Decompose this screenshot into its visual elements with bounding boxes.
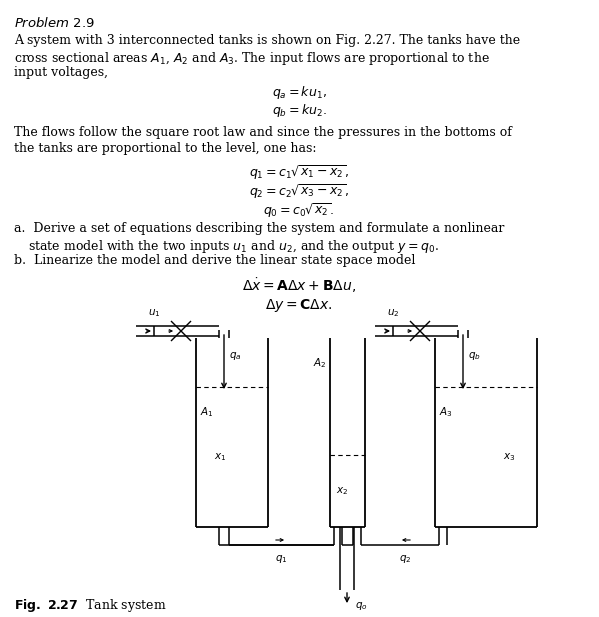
Text: $\Delta\dot{x} = \mathbf{A}\Delta x + \mathbf{B}\Delta u,$: $\Delta\dot{x} = \mathbf{A}\Delta x + \m…: [242, 276, 356, 295]
Text: input voltages,: input voltages,: [14, 66, 108, 79]
Text: A system with 3 interconnected tanks is shown on Fig. 2.27. The tanks have the: A system with 3 interconnected tanks is …: [14, 34, 520, 47]
Text: $x_2$: $x_2$: [336, 485, 348, 497]
Text: $q_1$: $q_1$: [275, 553, 288, 565]
Text: $\Delta y = \mathbf{C}\Delta x.$: $\Delta y = \mathbf{C}\Delta x.$: [265, 297, 333, 314]
Text: $A_2$: $A_2$: [313, 356, 326, 370]
Text: $q_2 = c_2\sqrt{x_3 - x_2},$: $q_2 = c_2\sqrt{x_3 - x_2},$: [249, 182, 349, 201]
Text: $x_3$: $x_3$: [503, 451, 516, 463]
Text: The flows follow the square root law and since the pressures in the bottoms of: The flows follow the square root law and…: [14, 126, 512, 139]
Text: a.  Derive a set of equations describing the system and formulate a nonlinear: a. Derive a set of equations describing …: [14, 222, 504, 235]
Text: $\mathbf{Fig.\ 2.27}$  Tank system: $\mathbf{Fig.\ 2.27}$ Tank system: [14, 597, 167, 614]
Text: $q_0 = c_0\sqrt{x_2}.$: $q_0 = c_0\sqrt{x_2}.$: [264, 201, 334, 220]
Text: $q_b = ku_2.$: $q_b = ku_2.$: [271, 102, 326, 119]
Text: $u_1$: $u_1$: [148, 307, 161, 319]
Text: $x_1$: $x_1$: [214, 451, 226, 463]
Text: $A_3$: $A_3$: [439, 405, 453, 419]
Text: $q_2$: $q_2$: [399, 553, 412, 565]
Text: $q_b$: $q_b$: [468, 350, 481, 362]
Text: b.  Linearize the model and derive the linear state space model: b. Linearize the model and derive the li…: [14, 254, 415, 267]
Text: $u_2$: $u_2$: [387, 307, 399, 319]
Text: $q_1 = c_1\sqrt{x_1 - x_2},$: $q_1 = c_1\sqrt{x_1 - x_2},$: [249, 163, 349, 182]
Text: state model with the two inputs $u_1$ and $u_2$, and the output $y = q_0$.: state model with the two inputs $u_1$ an…: [28, 238, 439, 255]
Text: $q_a = ku_1,$: $q_a = ku_1,$: [271, 84, 326, 101]
Text: $A_1$: $A_1$: [200, 405, 214, 419]
Text: $\mathbf{\mathit{Problem\ 2.9}}$: $\mathbf{\mathit{Problem\ 2.9}}$: [14, 16, 95, 30]
Text: $q_a$: $q_a$: [229, 350, 241, 362]
Text: $q_o$: $q_o$: [355, 600, 368, 612]
Text: cross sectional areas $A_1$, $A_2$ and $A_3$. The input flows are proportional t: cross sectional areas $A_1$, $A_2$ and $…: [14, 50, 490, 67]
Text: the tanks are proportional to the level, one has:: the tanks are proportional to the level,…: [14, 142, 316, 155]
